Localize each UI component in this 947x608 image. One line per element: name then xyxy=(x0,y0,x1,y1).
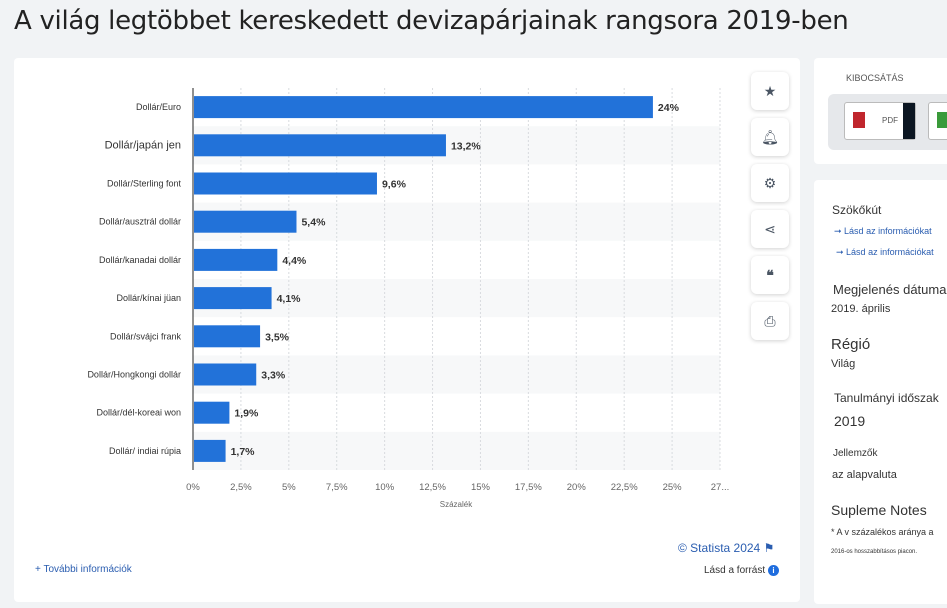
statista-copyright[interactable]: © Statista 2024 ⚑ xyxy=(678,541,774,555)
x-tick-label: 0% xyxy=(186,482,200,493)
category-label: Dollár/dél-koreai won xyxy=(96,408,181,418)
info-icon: i xyxy=(767,565,779,576)
features-heading: Jellemzők xyxy=(833,448,878,459)
row-band xyxy=(193,279,720,318)
copyright-text: © Statista 2024 xyxy=(678,541,761,555)
notification-button[interactable]: 🔔︎ xyxy=(751,118,789,156)
share-button[interactable]: ⋖ xyxy=(751,210,789,248)
region-value: Világ xyxy=(831,358,856,370)
x-tick-label: 7,5% xyxy=(326,482,348,493)
x-tick-label: 5% xyxy=(282,482,296,493)
metadata-panel: Szökőkút ➞ Lásd az információkat ➞ Lásd … xyxy=(814,180,947,604)
row-band xyxy=(193,431,720,470)
bar[interactable] xyxy=(194,248,278,271)
bar[interactable] xyxy=(194,134,446,157)
gear-icon: ⚙ xyxy=(763,174,777,191)
download-panel: KIBOCSÁTÁS PDF xyxy=(814,58,947,164)
data-label: 4,1% xyxy=(277,293,302,305)
x-tick-label: 17,5% xyxy=(515,482,542,493)
download-label: KIBOCSÁTÁS xyxy=(846,73,904,83)
x-tick-label: 20% xyxy=(567,482,587,493)
pdf-label: PDF xyxy=(882,116,898,125)
category-label: Dollár/Sterling font xyxy=(107,179,182,189)
page-title: A világ legtöbbet kereskedett devizapárj… xyxy=(14,6,849,36)
category-label: Dollár/svájci frank xyxy=(110,331,182,341)
row-band xyxy=(193,355,720,394)
note-line-2: 2016-os hosszabbításos piacon. xyxy=(831,549,918,555)
category-label: Dollár/ indiai rúpia xyxy=(109,446,181,456)
bar[interactable] xyxy=(194,363,257,386)
x-tick-label: 25% xyxy=(663,482,683,493)
category-label: Dollár/japán jen xyxy=(105,139,181,151)
data-label: 24% xyxy=(658,102,680,114)
print-button[interactable]: ⎙ xyxy=(751,302,789,340)
x-axis-title: Százalék xyxy=(440,500,473,509)
pdf-download-button[interactable]: PDF xyxy=(844,102,916,140)
data-label: 3,5% xyxy=(265,331,290,343)
pdf-file-icon xyxy=(853,112,865,128)
release-date-heading: Megjelenés dátuma xyxy=(833,282,947,297)
category-label: Dollár/kínai jüan xyxy=(116,293,181,303)
x-tick-label: 10% xyxy=(375,482,395,493)
x-tick-label: 15% xyxy=(471,482,491,493)
category-label: Dollár/Euro xyxy=(136,102,181,112)
xls-download-button[interactable] xyxy=(928,102,947,140)
bar[interactable] xyxy=(194,210,297,233)
bar[interactable] xyxy=(194,287,272,310)
settings-button[interactable]: ⚙ xyxy=(751,164,789,202)
source-link-1[interactable]: ➞ Lásd az információkat xyxy=(834,226,932,236)
category-label: Dollár/Hongkongi dollár xyxy=(87,370,181,380)
flag-icon: ⚑ xyxy=(763,541,775,555)
data-label: 4,4% xyxy=(282,255,307,267)
bar[interactable] xyxy=(194,401,230,424)
period-heading: Tanulmányi időszak xyxy=(834,391,939,405)
favorite-button[interactable]: ★ xyxy=(751,72,789,110)
x-tick-label: 22,5% xyxy=(611,482,638,493)
bar[interactable] xyxy=(194,96,653,119)
data-label: 1,9% xyxy=(234,408,259,420)
bell-icon: 🔔︎ xyxy=(761,128,779,145)
cite-button[interactable]: ❝ xyxy=(751,256,789,294)
source-text: Lásd a forrást xyxy=(704,565,766,576)
x-tick-label: 12,5% xyxy=(419,482,446,493)
share-icon: ⋖ xyxy=(764,220,776,237)
bar[interactable] xyxy=(194,325,261,348)
source-link-2[interactable]: ➞ Lásd az információkat xyxy=(836,247,934,257)
x-tick-label: 2,5% xyxy=(230,482,252,493)
data-label: 13,2% xyxy=(451,140,481,152)
notes-heading: Supleme Notes xyxy=(831,502,927,518)
features-value: az alapvaluta xyxy=(832,469,897,481)
more-info-link[interactable]: + További információk xyxy=(35,564,132,575)
data-label: 1,7% xyxy=(231,446,256,458)
category-label: Dollár/ausztrál dollár xyxy=(99,217,181,227)
data-label: 3,3% xyxy=(261,370,286,382)
region-heading: Régió xyxy=(831,336,871,353)
print-icon: ⎙ xyxy=(764,312,776,329)
category-label: Dollár/kanadai dollár xyxy=(99,255,181,265)
xls-file-icon xyxy=(937,112,947,128)
quote-icon: ❝ xyxy=(766,266,774,283)
x-tick-label: 27... xyxy=(711,482,730,493)
data-label: 9,6% xyxy=(382,179,407,191)
bar[interactable] xyxy=(194,439,226,462)
star-icon: ★ xyxy=(763,82,777,99)
period-value: 2019 xyxy=(834,413,866,429)
note-line-1: * A v százalékos aránya a xyxy=(831,527,934,537)
data-label: 5,4% xyxy=(301,217,326,229)
source-heading: Szökőkút xyxy=(832,203,882,217)
release-date: 2019. április xyxy=(831,303,891,315)
bar[interactable] xyxy=(194,172,377,195)
source-link[interactable]: Lásd a forrást i xyxy=(704,565,779,576)
